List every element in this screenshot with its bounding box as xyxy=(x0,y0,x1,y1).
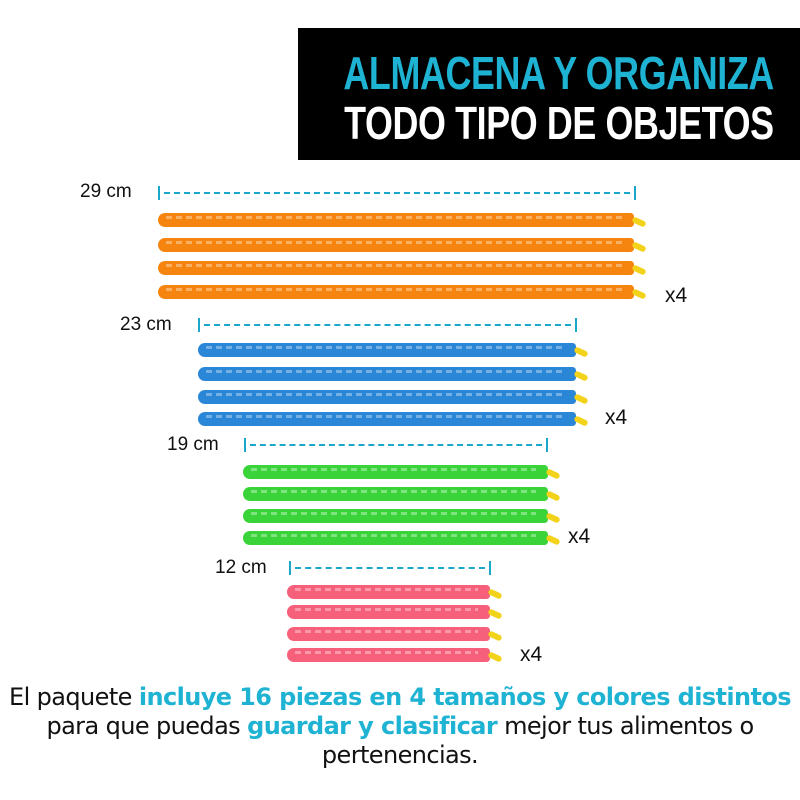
clip-ridges xyxy=(166,241,622,244)
desc-part: para que puedas xyxy=(46,712,248,740)
dimension-line xyxy=(158,186,636,200)
bag-clip xyxy=(198,412,576,426)
clip-tab xyxy=(573,370,589,382)
clip-ridges xyxy=(206,370,564,373)
clip-tab xyxy=(487,651,503,663)
bag-clip xyxy=(287,627,490,641)
bag-clip xyxy=(287,648,490,662)
bag-clip xyxy=(198,390,576,404)
clip-ridges xyxy=(166,288,622,291)
clip-tab xyxy=(573,346,589,358)
clip-tab xyxy=(487,588,503,600)
bag-clip xyxy=(287,605,490,619)
size-label: 19 cm xyxy=(167,434,219,455)
dimension-line xyxy=(244,438,548,452)
clip-ridges xyxy=(206,393,564,396)
clip-tab xyxy=(573,415,589,427)
clip-tab xyxy=(631,288,647,300)
clip-ridges xyxy=(251,468,536,471)
clip-ridges xyxy=(251,512,536,515)
clip-tab xyxy=(631,216,647,228)
dimension-line xyxy=(198,318,577,332)
bag-clip xyxy=(243,531,548,545)
clip-ridges xyxy=(295,630,478,633)
clip-tab xyxy=(545,512,561,524)
bag-clip xyxy=(243,509,548,523)
bag-clip xyxy=(243,465,548,479)
clip-ridges xyxy=(206,415,564,418)
clip-ridges xyxy=(206,346,564,349)
quantity-label: x4 xyxy=(605,406,628,429)
quantity-label: x4 xyxy=(665,284,688,307)
desc-highlight: guardar y clasificar xyxy=(247,712,498,740)
clip-tab xyxy=(487,608,503,620)
bag-clip xyxy=(158,285,634,299)
bag-clip xyxy=(158,213,634,227)
bag-clip xyxy=(287,585,490,599)
clip-ridges xyxy=(166,264,622,267)
clip-tab xyxy=(631,264,647,276)
size-label: 12 cm xyxy=(215,557,267,578)
headline-banner: ALMACENA Y ORGANIZA TODO TIPO DE OBJETOS xyxy=(298,28,800,160)
dimension-line xyxy=(289,561,491,575)
quantity-label: x4 xyxy=(520,643,543,666)
desc-highlight: incluye 16 piezas en 4 tamaños y colores… xyxy=(138,683,792,711)
clip-tab xyxy=(545,490,561,502)
clip-tab xyxy=(545,468,561,480)
clip-ridges xyxy=(295,651,478,654)
bag-clip xyxy=(198,367,576,381)
clip-tab xyxy=(487,630,503,642)
desc-part: mejor tus alimentos o pertenencias. xyxy=(321,712,754,769)
desc-part: El paquete xyxy=(9,683,139,711)
description-text: El paquete incluye 16 piezas en 4 tamaño… xyxy=(0,683,800,770)
clip-ridges xyxy=(166,216,622,219)
clip-ridges xyxy=(251,534,536,537)
bag-clip xyxy=(158,238,634,252)
bag-clip xyxy=(243,487,548,501)
bag-clip xyxy=(158,261,634,275)
size-label: 29 cm xyxy=(80,181,132,202)
clip-tab xyxy=(545,534,561,546)
clip-tab xyxy=(573,393,589,405)
clip-tab xyxy=(631,241,647,253)
bag-clip xyxy=(198,343,576,357)
headline-line-2: TODO TIPO DE OBJETOS xyxy=(344,97,775,149)
clip-ridges xyxy=(295,608,478,611)
clip-ridges xyxy=(251,490,536,493)
quantity-label: x4 xyxy=(568,525,591,548)
headline-line-1: ALMACENA Y ORGANIZA xyxy=(343,47,775,99)
size-label: 23 cm xyxy=(120,314,172,335)
clip-ridges xyxy=(295,588,478,591)
